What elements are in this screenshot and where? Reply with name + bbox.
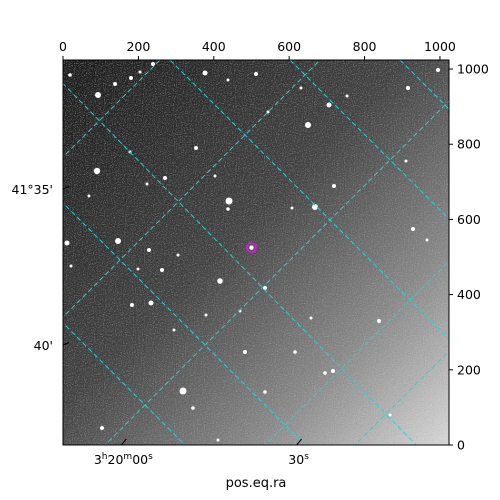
star (113, 82, 117, 86)
star (163, 176, 167, 180)
star (323, 371, 327, 375)
star (226, 78, 230, 82)
x-axis-label: pos.eq.ra (226, 476, 287, 491)
plot-frame (62, 59, 450, 446)
grid-line (289, 60, 449, 220)
star (145, 182, 149, 186)
grid-line (63, 60, 161, 158)
world-axis-ticks: 3h20m00s 30s 41°35' 40' (12, 182, 310, 467)
star (305, 122, 311, 128)
star (64, 240, 70, 246)
star (130, 303, 134, 307)
star (266, 110, 270, 114)
x-tick-label: 400 (202, 39, 226, 54)
target-marker (246, 242, 257, 253)
grid-line (354, 350, 449, 445)
star (225, 197, 233, 205)
star (326, 102, 332, 108)
dec-tick-label: 41°35' (12, 182, 54, 197)
star (217, 278, 223, 284)
star (191, 406, 195, 410)
star (148, 300, 154, 306)
target-marker-core (249, 245, 254, 250)
coordinate-grid (63, 60, 449, 445)
star (129, 76, 133, 80)
star (136, 267, 140, 271)
star (69, 264, 73, 268)
star (87, 194, 91, 198)
star (425, 238, 429, 242)
star (213, 174, 217, 178)
star (226, 207, 230, 211)
star (411, 227, 415, 231)
star (331, 369, 335, 373)
star (160, 268, 164, 272)
star (138, 70, 142, 74)
dec-tick-mark (62, 341, 70, 346)
star (243, 350, 247, 354)
star (406, 86, 410, 90)
y-tick-label: 800 (457, 137, 481, 152)
ra-tick-mark (120, 438, 127, 446)
star (202, 70, 208, 76)
star (194, 146, 198, 150)
ra-tick-label: 30s (288, 452, 309, 467)
star (151, 62, 155, 66)
star (179, 387, 187, 395)
grid-line (169, 60, 449, 340)
x-tick-label: 200 (126, 39, 150, 54)
star (172, 328, 176, 332)
y-tick-label: 600 (457, 212, 481, 227)
star (263, 390, 267, 394)
star (290, 206, 294, 210)
dec-tick-mark (62, 185, 70, 190)
x-tick-label: 600 (277, 39, 301, 54)
star (404, 159, 408, 163)
star (93, 167, 101, 175)
sky-image (63, 60, 449, 445)
star (299, 86, 303, 90)
ra-tick-label: 3h20m00s (94, 452, 153, 467)
star (254, 72, 258, 76)
star (95, 92, 101, 98)
x-tick-label: 0 (59, 39, 67, 54)
star (388, 413, 392, 417)
y-tick-label: 200 (457, 362, 481, 377)
star (115, 238, 121, 244)
x-tick-label: 1000 (424, 39, 456, 54)
star (345, 94, 349, 98)
star (147, 248, 151, 252)
pixel-axis-ticks: 0 200 400 600 800 1000 0 200 400 600 800 1000 (59, 39, 489, 453)
ra-tick-mark (296, 438, 302, 446)
star (100, 426, 104, 430)
star (436, 68, 440, 72)
x-tick-label: 800 (353, 39, 377, 54)
dec-tick-label: 40' (34, 338, 53, 353)
grid-line (63, 60, 321, 318)
star (68, 73, 72, 77)
grid-line (63, 322, 186, 445)
target-marker-ring (246, 242, 257, 253)
y-tick-label: 400 (457, 287, 481, 302)
grid-line (104, 100, 449, 445)
star (216, 438, 220, 442)
star (332, 184, 336, 188)
star (293, 350, 297, 354)
y-tick-label: 0 (457, 438, 465, 453)
star (377, 319, 381, 323)
y-tick-label: 1000 (457, 62, 489, 77)
star (176, 253, 180, 257)
star (312, 204, 318, 210)
star (309, 316, 313, 320)
star (204, 313, 208, 317)
grid-line (63, 82, 417, 445)
